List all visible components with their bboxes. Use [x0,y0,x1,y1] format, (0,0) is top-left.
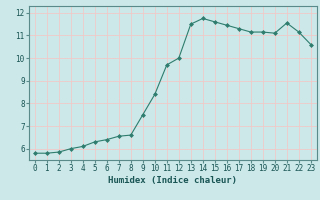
X-axis label: Humidex (Indice chaleur): Humidex (Indice chaleur) [108,176,237,185]
